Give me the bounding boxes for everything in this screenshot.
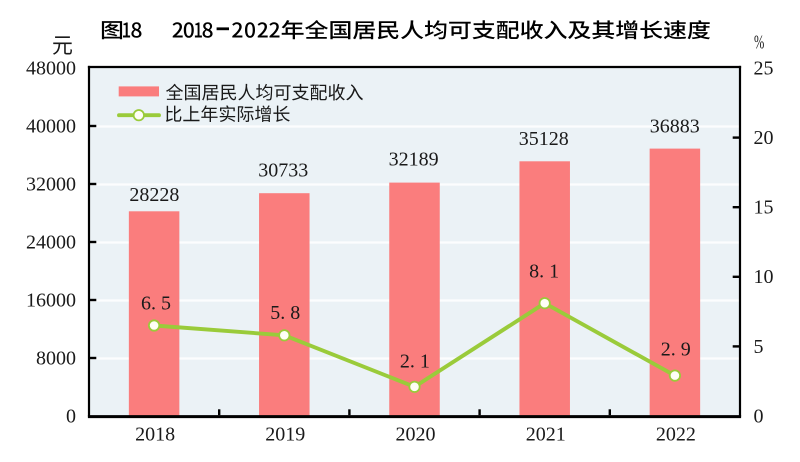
svg-text:35128: 35128 bbox=[519, 128, 569, 150]
svg-text:2019: 2019 bbox=[265, 424, 305, 446]
svg-text:28228: 28228 bbox=[129, 184, 179, 206]
svg-text:30733: 30733 bbox=[258, 160, 308, 182]
svg-text:2. 9: 2. 9 bbox=[661, 338, 691, 360]
svg-text:25: 25 bbox=[754, 57, 774, 79]
svg-text:5. 8: 5. 8 bbox=[270, 302, 300, 324]
svg-text:0: 0 bbox=[66, 405, 76, 427]
svg-text:2. 1: 2. 1 bbox=[400, 351, 430, 373]
svg-text:0: 0 bbox=[754, 405, 764, 427]
svg-text:6. 5: 6. 5 bbox=[141, 292, 171, 314]
svg-text:10: 10 bbox=[754, 266, 774, 288]
svg-text:32000: 32000 bbox=[26, 173, 76, 195]
svg-text:2018: 2018 bbox=[135, 424, 175, 446]
svg-text:8000: 8000 bbox=[36, 347, 76, 369]
svg-text:20: 20 bbox=[754, 127, 774, 149]
svg-text:8. 1: 8. 1 bbox=[529, 261, 559, 283]
svg-text:15: 15 bbox=[754, 197, 774, 219]
svg-text:2020: 2020 bbox=[396, 424, 436, 446]
svg-text:2021: 2021 bbox=[526, 424, 566, 446]
svg-text:32189: 32189 bbox=[389, 148, 439, 170]
svg-text:24000: 24000 bbox=[26, 231, 76, 253]
svg-text:2022: 2022 bbox=[656, 424, 696, 446]
svg-text:%: % bbox=[754, 31, 764, 54]
svg-text:40000: 40000 bbox=[26, 115, 76, 137]
svg-text:36883: 36883 bbox=[650, 115, 700, 137]
svg-text:48000: 48000 bbox=[26, 57, 76, 79]
svg-text:5: 5 bbox=[754, 336, 764, 358]
svg-text:16000: 16000 bbox=[26, 289, 76, 311]
